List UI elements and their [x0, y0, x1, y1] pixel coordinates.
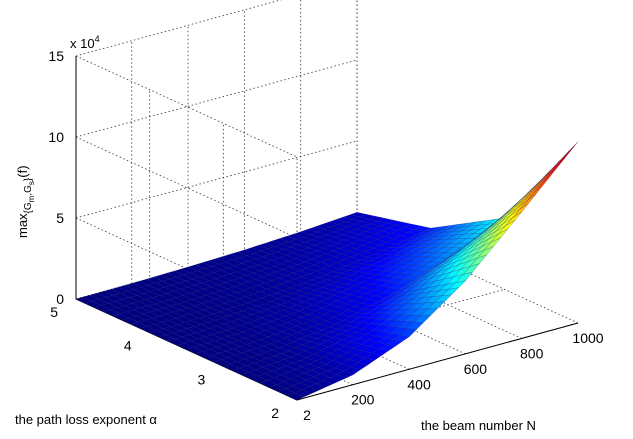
x-tick-label: 600: [464, 361, 488, 377]
x-tick-label: 800: [520, 345, 544, 361]
z-scale-label: x 104: [70, 34, 100, 51]
x-tick-label: 200: [351, 392, 375, 408]
gridline-back-horizontal: [75, 140, 358, 219]
surface-patch: [547, 159, 565, 177]
surface-patch: [540, 167, 558, 185]
z-axis-label: max{Gm,Gs}(f): [15, 165, 36, 238]
gridline-back-horizontal: [75, 0, 282, 57]
y-tick-label: 5: [50, 304, 58, 320]
gridline-left-horizontal: [75, 136, 298, 239]
y-tick-label: 4: [124, 338, 132, 354]
surface-layer: [75, 141, 579, 401]
z-tick-label: 10: [48, 129, 64, 145]
x-tick-label: 1000: [572, 330, 603, 346]
gridline-left-horizontal: [75, 55, 298, 158]
gridline-back-horizontal: [75, 59, 358, 138]
x-axis-line: [296, 322, 579, 401]
x-tick-label: 400: [407, 376, 431, 392]
x-tick-label: 2: [303, 407, 311, 423]
z-tick-label: 15: [48, 48, 64, 64]
y-axis-label: the path loss exponent α: [15, 412, 157, 427]
surface-patch: [561, 141, 579, 160]
x-axis-label: the beam number N: [421, 418, 536, 433]
z-tick-label: 5: [56, 210, 64, 226]
y-tick-label: 3: [198, 371, 206, 387]
y-tick-label: 2: [271, 405, 279, 421]
z-tick-label: 0: [56, 291, 64, 307]
